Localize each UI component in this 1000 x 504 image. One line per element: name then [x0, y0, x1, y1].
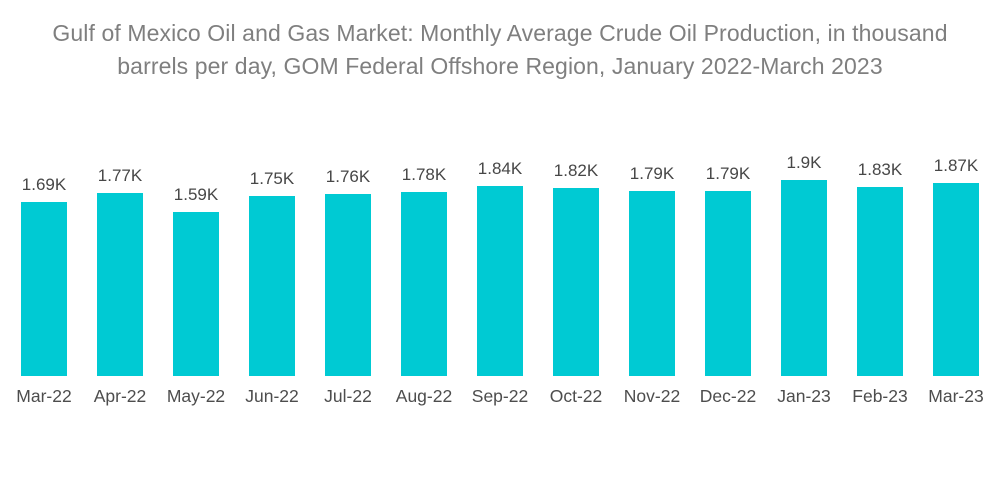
x-axis-label: Sep-22	[471, 386, 529, 406]
bar-column: 1.84K Sep-22	[462, 108, 538, 408]
x-axis-label: Nov-22	[623, 386, 681, 406]
x-axis-label: Jun-22	[245, 386, 299, 406]
bar-value-label: 1.59K	[173, 185, 219, 204]
bar-value-label: 1.79K	[705, 164, 751, 184]
bar	[553, 188, 599, 376]
x-axis-label: Aug-22	[395, 386, 453, 406]
bar-column: 1.59K May-22	[158, 108, 234, 408]
bar-value-label: 1.76K	[325, 167, 371, 187]
bar-column: 1.82K Oct-22	[538, 108, 614, 408]
bar	[325, 194, 371, 376]
bar-column: 1.79K Nov-22	[614, 108, 690, 408]
bar-column: 1.78K Aug-22	[386, 108, 462, 408]
bar	[173, 212, 219, 376]
bar	[857, 187, 903, 376]
bar-column: 1.83K Feb-23	[842, 108, 918, 408]
bar-chart: 1.69K Mar-22 1.77K Apr-22 1.59K May-22 1…	[0, 108, 1000, 408]
bar	[21, 201, 67, 376]
bar-value-label: 1.83K	[857, 160, 903, 180]
bar	[477, 186, 523, 376]
x-axis-label: Jul-22	[324, 386, 372, 406]
bar-column: 1.76K Jul-22	[310, 108, 386, 408]
x-axis-label: Feb-23	[852, 386, 908, 406]
bar	[249, 195, 295, 376]
x-axis-label: Jan-23	[777, 386, 831, 406]
bar-value-label: 1.87K	[933, 156, 979, 176]
bar	[629, 191, 675, 376]
bar-value-label: 1.9K	[786, 153, 822, 172]
bar-column: 1.69K Mar-22	[6, 108, 82, 408]
bar-value-label: 1.75K	[249, 168, 295, 188]
bar-value-label: 1.69K	[21, 174, 67, 194]
bar	[933, 183, 979, 376]
chart-title: Gulf of Mexico Oil and Gas Market: Month…	[52, 20, 948, 79]
x-axis-label: Apr-22	[93, 386, 147, 406]
bar-value-label: 1.78K	[401, 165, 447, 185]
bar	[781, 180, 827, 376]
bar-column: 1.9K Jan-23	[766, 108, 842, 408]
x-axis-label: May-22	[166, 386, 226, 406]
bar-value-label: 1.82K	[553, 161, 599, 181]
x-axis-label: Oct-22	[549, 386, 603, 406]
bar	[401, 192, 447, 376]
bar-column: 1.77K Apr-22	[82, 108, 158, 408]
bar-value-label: 1.79K	[629, 164, 675, 184]
bar-column: 1.79K Dec-22	[690, 108, 766, 408]
bar-column: 1.75K Jun-22	[234, 108, 310, 408]
bar-value-label: 1.77K	[97, 166, 143, 186]
x-axis-label: Dec-22	[699, 386, 757, 406]
bar-column: 1.87K Mar-23	[918, 108, 994, 408]
bar-value-label: 1.84K	[477, 159, 523, 179]
x-axis-label: Mar-22	[16, 386, 72, 406]
bar	[705, 191, 751, 376]
bar	[97, 193, 143, 376]
x-axis-label: Mar-23	[928, 386, 984, 406]
